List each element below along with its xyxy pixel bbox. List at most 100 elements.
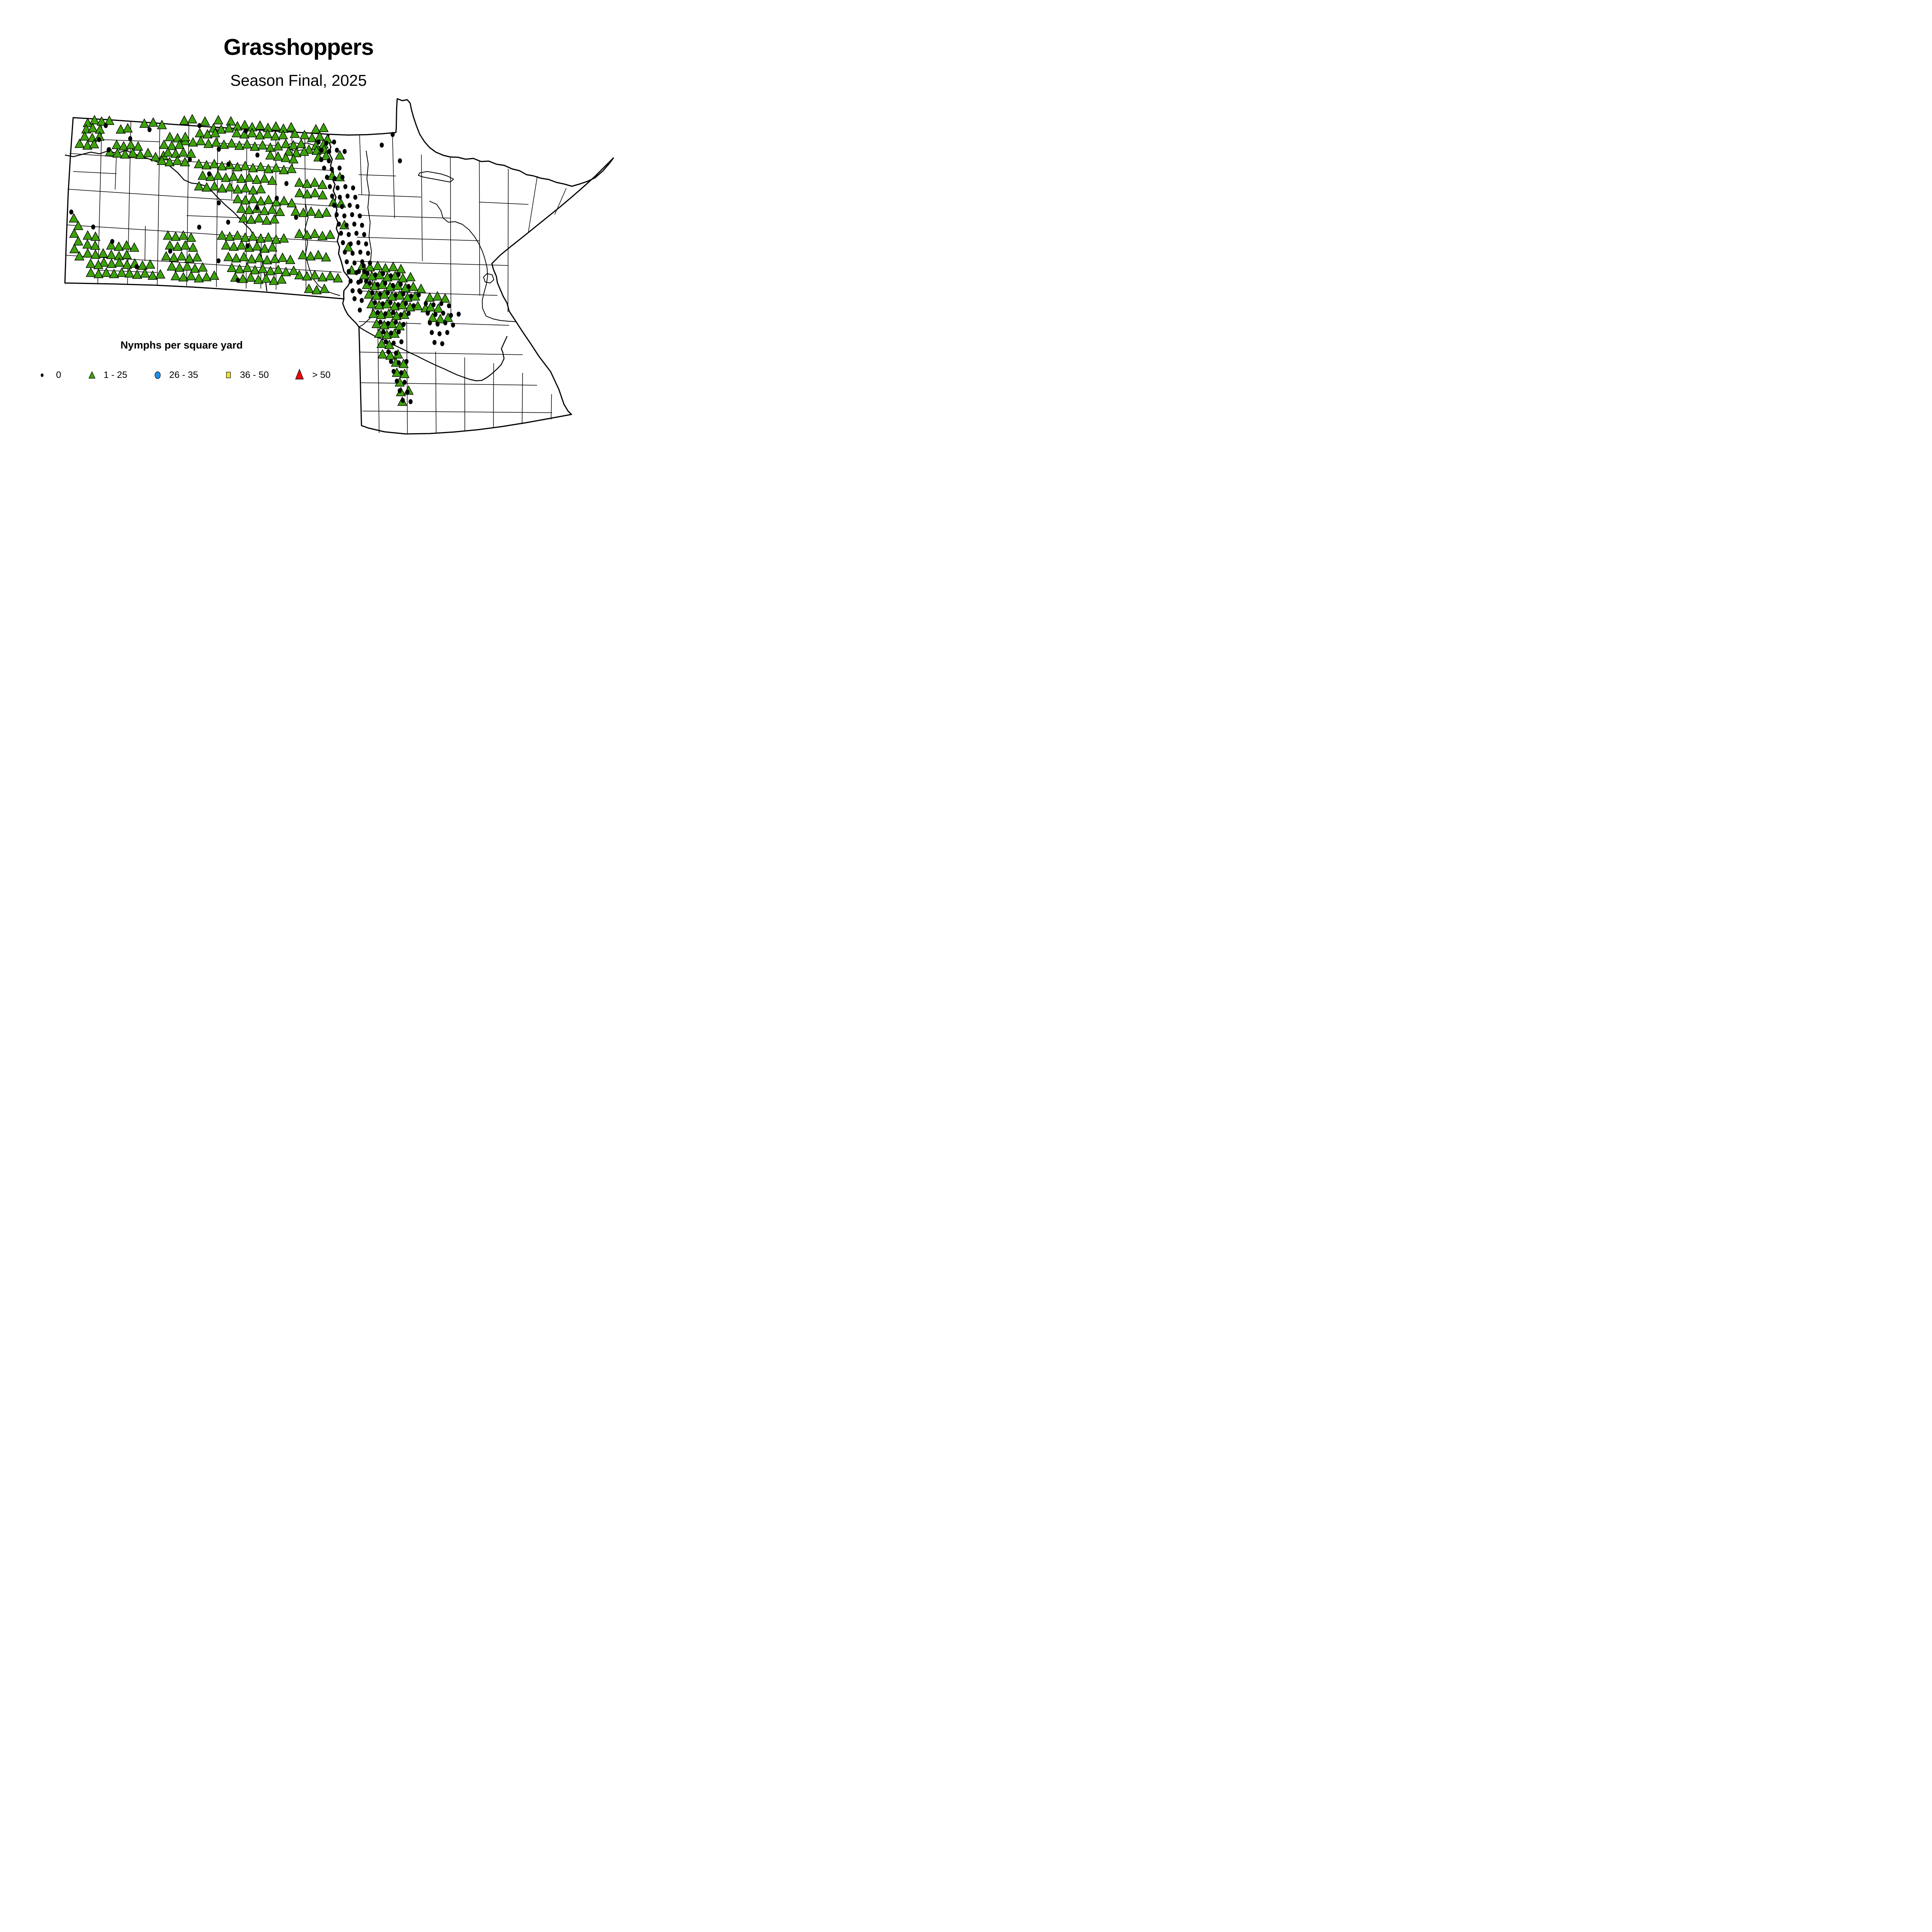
data-point-1-25 xyxy=(192,252,202,262)
data-point-1-25 xyxy=(126,139,136,149)
data-point-1-25 xyxy=(265,150,276,160)
data-point-0 xyxy=(356,240,361,245)
data-point-0 xyxy=(357,269,361,274)
data-point-1-25 xyxy=(122,259,132,269)
data-point-0 xyxy=(358,308,362,313)
data-point-1-25 xyxy=(90,249,101,259)
data-point-1-25 xyxy=(135,149,146,159)
data-point-0 xyxy=(401,291,405,296)
data-point-1-25 xyxy=(211,137,221,147)
data-point-1-25 xyxy=(343,242,354,252)
data-point-1-25 xyxy=(159,139,169,149)
data-point-0 xyxy=(362,263,366,269)
data-point-1-25 xyxy=(188,242,198,252)
data-point-1-25 xyxy=(278,129,288,139)
data-point-1-25 xyxy=(82,248,93,258)
data-point-0 xyxy=(384,339,388,344)
data-point-0 xyxy=(381,271,385,276)
data-point-1-25 xyxy=(156,119,167,129)
data-point-1-25 xyxy=(263,163,274,173)
data-point-1-25 xyxy=(273,141,283,151)
data-point-1-25 xyxy=(216,124,226,134)
data-point-1-25 xyxy=(267,242,278,252)
data-point-1-25 xyxy=(209,270,219,280)
data-point-1-25 xyxy=(317,272,328,282)
data-point-1-25 xyxy=(286,198,297,207)
data-point-1-25 xyxy=(226,262,237,272)
data-point-1-25 xyxy=(240,232,250,242)
data-point-0 xyxy=(275,196,279,201)
data-point-1-25 xyxy=(304,283,314,293)
data-point-1-25 xyxy=(186,270,196,281)
data-point-0 xyxy=(423,301,428,306)
data-point-1-25 xyxy=(213,170,223,180)
data-point-1-25 xyxy=(302,230,312,239)
data-point-0 xyxy=(337,221,341,227)
data-point-1-25 xyxy=(240,119,250,129)
data-point-1-25 xyxy=(121,249,132,259)
data-point-0 xyxy=(393,293,398,298)
data-point-1-25 xyxy=(302,189,313,199)
data-point-1-25 xyxy=(294,187,305,197)
data-point-1-25 xyxy=(201,272,212,281)
data-point-1-25 xyxy=(194,128,205,138)
data-point-0 xyxy=(432,340,437,345)
mississippi-river-upper xyxy=(429,201,516,322)
data-point-1-25 xyxy=(285,254,296,264)
data-point-1-25 xyxy=(398,273,408,282)
data-point-1-25 xyxy=(178,230,189,240)
data-point-0 xyxy=(408,399,413,404)
data-point-1-25 xyxy=(234,140,245,150)
data-point-1-25 xyxy=(186,148,196,158)
data-point-1-25 xyxy=(281,138,291,148)
data-point-1-25 xyxy=(259,243,270,253)
legend-item-zero: 0 xyxy=(37,366,61,384)
data-point-0 xyxy=(370,290,374,296)
data-point-1-25 xyxy=(242,262,253,272)
data-point-0 xyxy=(433,312,438,317)
data-point-1-25 xyxy=(221,240,231,250)
data-point-1-25 xyxy=(288,154,299,163)
data-point-1-25 xyxy=(82,230,93,240)
data-point-0 xyxy=(449,313,453,318)
data-point-1-25 xyxy=(321,207,332,217)
data-point-0 xyxy=(245,243,250,248)
data-point-1-25 xyxy=(234,264,245,274)
data-point-0 xyxy=(362,232,366,237)
data-point-1-25 xyxy=(265,265,276,276)
data-point-1-25 xyxy=(90,240,100,250)
data-point-1-25 xyxy=(236,240,247,250)
data-point-0 xyxy=(391,369,396,374)
data-point-1-25 xyxy=(180,156,190,167)
data-point-0 xyxy=(352,296,357,301)
data-point-1-25 xyxy=(232,184,243,194)
data-point-0 xyxy=(396,360,401,366)
data-point-0 xyxy=(343,250,347,255)
data-point-0 xyxy=(386,321,390,326)
data-point-1-25 xyxy=(380,263,391,272)
data-point-0 xyxy=(355,204,360,209)
data-point-0 xyxy=(409,293,413,299)
data-point-0 xyxy=(330,167,334,172)
data-point-1-25 xyxy=(85,258,96,268)
data-point-1-25 xyxy=(396,264,406,274)
data-point-1-25 xyxy=(226,138,237,148)
legend-item-1-25: 1 - 25 xyxy=(87,366,127,384)
data-point-0 xyxy=(386,290,390,296)
data-point-1-25 xyxy=(156,155,167,165)
data-point-1-25 xyxy=(244,172,254,182)
data-point-0 xyxy=(367,281,372,286)
data-point-0 xyxy=(412,303,416,308)
data-point-1-25 xyxy=(305,251,316,260)
data-point-1-25 xyxy=(164,156,175,167)
data-point-0 xyxy=(364,279,368,284)
data-point-0 xyxy=(391,310,395,315)
data-point-1-25 xyxy=(271,197,282,206)
data-point-0 xyxy=(358,213,362,219)
data-point-0 xyxy=(128,136,133,141)
data-point-0 xyxy=(395,378,399,384)
legend-item-36-50: 36 - 50 xyxy=(223,366,269,384)
data-point-1-25 xyxy=(250,265,260,274)
data-point-1-25 xyxy=(106,249,117,259)
data-point-1-25 xyxy=(286,122,296,131)
